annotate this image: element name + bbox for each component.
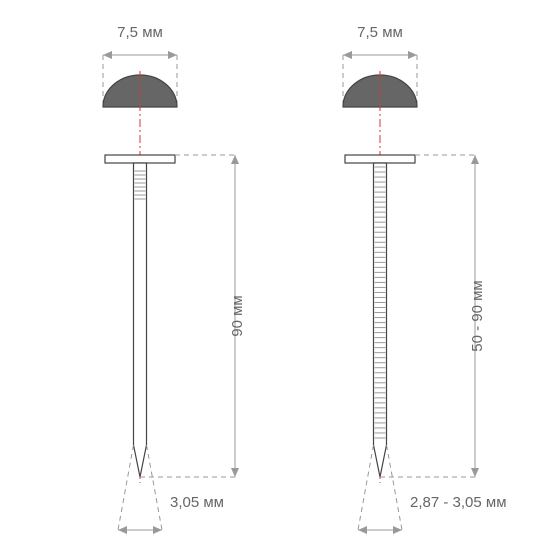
head-width-label: 7,5 мм bbox=[117, 24, 163, 41]
nail-flange bbox=[105, 155, 175, 163]
length-label: 90 мм bbox=[229, 295, 246, 336]
shank-width-label: 3,05 мм bbox=[170, 494, 224, 511]
shank-width-label: 2,87 - 3,05 мм bbox=[410, 494, 507, 511]
nail-shank bbox=[374, 163, 387, 477]
nail-shank bbox=[134, 163, 147, 477]
head-width-label: 7,5 мм bbox=[357, 24, 403, 41]
nail-flange bbox=[345, 155, 415, 163]
length-label: 50 - 90 мм bbox=[469, 280, 486, 352]
